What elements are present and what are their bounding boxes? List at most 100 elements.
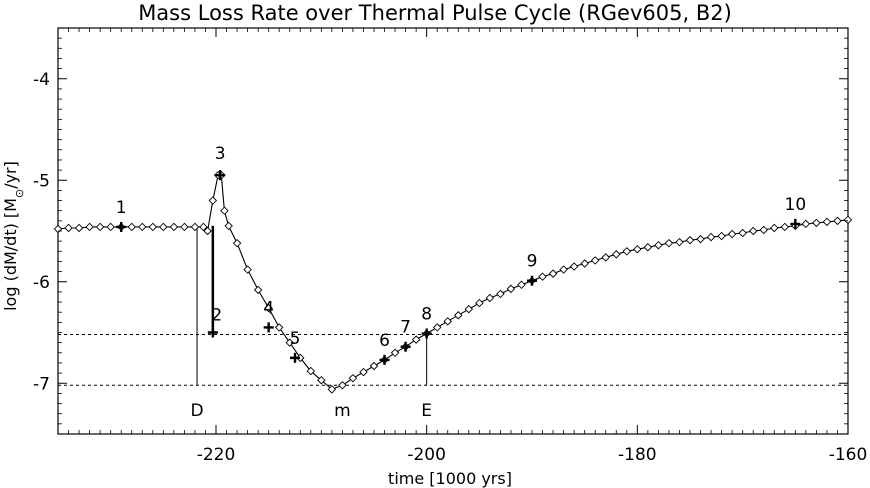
series-point bbox=[327, 385, 337, 394]
series-point bbox=[696, 234, 705, 244]
point-label-8: 8 bbox=[421, 305, 432, 325]
point-marker-1 bbox=[116, 221, 127, 232]
point-label-2: 2 bbox=[211, 306, 222, 326]
series-point bbox=[148, 222, 158, 232]
series-point bbox=[706, 232, 716, 242]
series-point bbox=[675, 237, 684, 247]
series-point bbox=[770, 223, 779, 233]
vmarker-label-D: D bbox=[190, 401, 203, 421]
series-point bbox=[317, 375, 326, 385]
series-point bbox=[203, 226, 212, 236]
series-point bbox=[411, 335, 421, 344]
series-point bbox=[243, 265, 252, 274]
point-label-7: 7 bbox=[400, 318, 411, 338]
series-point bbox=[569, 262, 579, 271]
series-point bbox=[485, 293, 495, 303]
plot-frame bbox=[57, 27, 849, 435]
series-point bbox=[359, 367, 368, 377]
vmarker-label-m: m bbox=[334, 401, 351, 421]
series-line bbox=[57, 174, 849, 390]
point-marker-7 bbox=[400, 341, 411, 352]
series-point bbox=[95, 222, 105, 232]
vmarker-label-E: E bbox=[421, 401, 432, 421]
series-point bbox=[127, 222, 136, 232]
series-point bbox=[220, 206, 229, 215]
series-point bbox=[338, 381, 347, 390]
x-tick-label: -160 bbox=[829, 445, 868, 465]
series-point bbox=[348, 373, 358, 383]
series-point bbox=[538, 272, 547, 281]
series-point bbox=[590, 256, 600, 265]
reference-lines bbox=[58, 334, 848, 386]
series-point bbox=[208, 196, 218, 205]
point-label-10: 10 bbox=[785, 195, 807, 215]
series-point bbox=[53, 224, 63, 234]
series-point bbox=[843, 215, 853, 225]
series-point bbox=[833, 216, 842, 226]
series-point bbox=[812, 218, 821, 228]
series-point bbox=[580, 259, 589, 268]
series-point bbox=[475, 298, 484, 308]
series-point bbox=[643, 243, 653, 252]
point-label-6: 6 bbox=[379, 331, 390, 351]
x-axis-ticks: -220 -200 -180 -160 bbox=[57, 28, 868, 465]
series-point bbox=[159, 222, 168, 232]
series-point bbox=[654, 240, 663, 250]
y-axis-ticks: -7 -6 -5 -4 bbox=[33, 27, 848, 435]
x-tick-label: -200 bbox=[407, 445, 446, 465]
x-axis-title: time [1000 yrs] bbox=[388, 469, 512, 488]
series-point bbox=[548, 269, 558, 278]
series-point bbox=[169, 222, 179, 232]
y-axis-title-suffix: /yr] bbox=[1, 161, 20, 189]
series-point bbox=[748, 226, 758, 236]
series-point bbox=[306, 366, 316, 376]
labeled-points: 1 2 3 45 678 9 10 bbox=[116, 144, 806, 365]
y-tick-label: -4 bbox=[33, 70, 50, 90]
series-point bbox=[601, 253, 610, 262]
series-point bbox=[264, 303, 273, 313]
series-point bbox=[443, 317, 452, 326]
series-point bbox=[559, 265, 568, 274]
series-point bbox=[664, 238, 674, 248]
y-axis-title: log (dM/dt) [M⊙/yr] bbox=[1, 161, 26, 311]
series-point bbox=[517, 280, 526, 290]
series-point bbox=[180, 222, 189, 232]
series-point bbox=[138, 222, 147, 232]
series-point bbox=[506, 284, 516, 294]
y-tick-label: -6 bbox=[33, 273, 50, 293]
series-point bbox=[199, 222, 208, 232]
series-point bbox=[633, 245, 642, 254]
series-point bbox=[253, 285, 263, 295]
series-line-group bbox=[57, 174, 849, 390]
point-label-4: 4 bbox=[263, 298, 274, 318]
point-marker-6 bbox=[379, 354, 390, 365]
series-point bbox=[64, 223, 73, 233]
chart-title: Mass Loss Rate over Thermal Pulse Cycle … bbox=[138, 1, 732, 25]
series-point bbox=[496, 289, 505, 299]
series-point bbox=[685, 235, 695, 245]
series-point bbox=[801, 219, 811, 229]
point-marker-9 bbox=[527, 275, 537, 286]
point-marker-2 bbox=[207, 327, 218, 338]
point-label-9: 9 bbox=[527, 252, 538, 272]
series-point bbox=[759, 225, 768, 235]
point-label-3: 3 bbox=[215, 144, 226, 164]
point-marker-3 bbox=[215, 170, 226, 181]
point-marker-8 bbox=[421, 328, 432, 339]
series-point bbox=[717, 231, 726, 241]
series-point bbox=[369, 361, 379, 371]
series-point bbox=[780, 222, 790, 232]
series-point bbox=[738, 228, 747, 238]
point-marker-5 bbox=[290, 352, 300, 363]
y-tick-label: -5 bbox=[33, 171, 50, 191]
y-tick-label: -7 bbox=[33, 374, 50, 394]
x-tick-label: -220 bbox=[197, 445, 236, 465]
series-point bbox=[727, 229, 737, 239]
y-axis-title-prefix: log (dM/dt) [M bbox=[1, 198, 20, 311]
series-point bbox=[612, 250, 621, 259]
y-axis-title-subscript: ⊙ bbox=[13, 189, 26, 198]
series-point bbox=[224, 221, 233, 231]
series-point bbox=[190, 222, 200, 232]
